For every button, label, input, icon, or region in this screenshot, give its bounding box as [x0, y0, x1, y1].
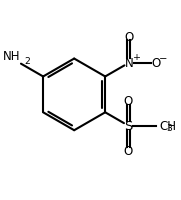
Text: O: O: [124, 31, 133, 44]
Text: +: +: [132, 53, 140, 62]
Text: CH: CH: [160, 119, 177, 132]
Text: NH: NH: [3, 50, 20, 63]
Text: O: O: [123, 95, 133, 108]
Text: O: O: [123, 144, 133, 157]
Text: O: O: [151, 57, 161, 70]
Text: 2: 2: [24, 56, 30, 65]
Text: −: −: [159, 53, 168, 63]
Text: N: N: [125, 57, 133, 70]
Text: S: S: [124, 119, 132, 132]
Text: 3: 3: [167, 123, 172, 132]
